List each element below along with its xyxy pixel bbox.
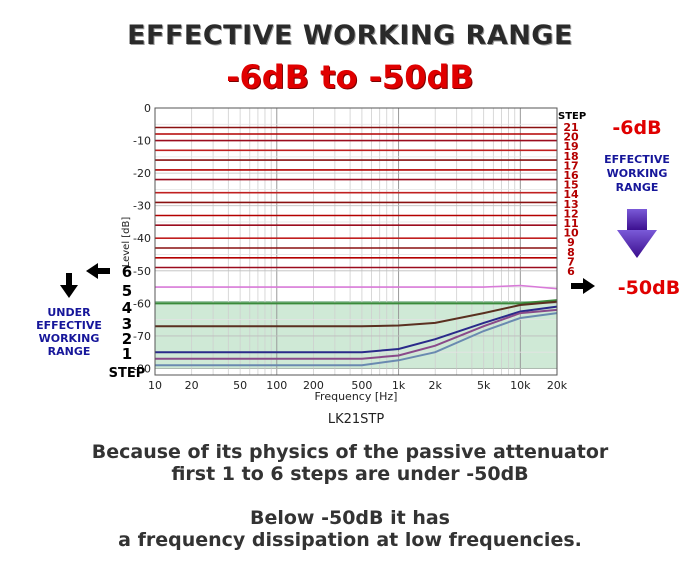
bottom-level-label: -50dB: [618, 277, 680, 299]
big-arrow-down-icon: [617, 209, 657, 258]
y-tick-label: -30: [133, 200, 151, 213]
caption-line-1: Because of its physics of the passive at…: [91, 441, 609, 463]
series-line-step-6: [155, 284, 558, 290]
data-series: [155, 126, 558, 367]
frequency-response-chart: 0 -10 -20 -30 -40 -50 -60 -70 -80 10 20 50 100 200 50…: [36, 102, 680, 427]
x-tick-label: 10k: [510, 379, 531, 392]
x-tick-label: 20: [185, 379, 199, 392]
x-ticks: 10 20 50 100 200 500 1k 2k 5k 10k 20k: [148, 379, 568, 392]
plot-frame: [154, 107, 558, 376]
series-line-step-2: [155, 308, 558, 360]
y-axis-label: Level [dB]: [121, 217, 132, 268]
step-label-20: 20: [563, 131, 579, 144]
x-tick-label: 20k: [547, 379, 568, 392]
effective-range-label-line3: RANGE: [616, 181, 659, 194]
under-effective-step-label-6: 6: [122, 263, 132, 281]
under-effective-step-label-4: 4: [122, 299, 132, 317]
caption-line-4: a frequency dissipation at low frequenci…: [118, 529, 582, 551]
y-tick-label: -50: [133, 265, 151, 278]
step-label-8: 8: [567, 246, 575, 259]
y-tick-label: -20: [133, 167, 151, 180]
step-label-17: 17: [563, 159, 578, 172]
step-label-18: 18: [563, 150, 578, 163]
step-heading-top: STEP: [558, 111, 586, 122]
x-axis-label: Frequency [Hz]: [315, 390, 398, 403]
step-label-9: 9: [567, 236, 575, 249]
step-heading-bottom: STEP: [109, 366, 146, 381]
step-label-10: 10: [563, 227, 579, 240]
y-tick-label: -40: [133, 232, 151, 245]
step-label-16: 16: [563, 169, 579, 182]
under-range-label-line4: RANGE: [48, 345, 91, 358]
y-tick-label: -60: [133, 297, 151, 310]
series-line-step-3: [155, 305, 558, 354]
step-label-21: 21: [563, 121, 578, 134]
y-tick-label: 0: [144, 102, 151, 115]
arrow-down-icon: [60, 273, 78, 298]
x-tick-label: 500: [351, 379, 372, 392]
step-label-7: 7: [567, 255, 575, 268]
under-effective-step-label-1: 1: [122, 345, 132, 363]
series-line-step-1: [155, 312, 558, 367]
step-label-12: 12: [563, 207, 578, 220]
page-title: EFFECTIVE WORKING RANGE: [127, 20, 573, 51]
step-label-6: 6: [567, 265, 575, 278]
under-range-label-line2: EFFECTIVE: [36, 319, 102, 332]
x-tick-label: 10: [148, 379, 162, 392]
y-tick-label: -80: [133, 362, 151, 375]
under-effective-step-label-3: 3: [122, 315, 132, 333]
step-label-13: 13: [563, 198, 578, 211]
under-range-label-line3: WORKING: [39, 332, 100, 345]
step-label-11: 11: [563, 217, 578, 230]
x-tick-label: 5k: [477, 379, 491, 392]
x-tick-label: 100: [266, 379, 287, 392]
y-tick-label: -70: [133, 330, 151, 343]
y-tick-label: -10: [133, 135, 151, 148]
series-line-step-4: [155, 300, 558, 328]
step-label-15: 15: [563, 179, 578, 192]
x-tick-label: 200: [303, 379, 324, 392]
x-tick-label: 50: [233, 379, 247, 392]
x-tick-label: 2k: [429, 379, 443, 392]
effective-range-label-line2: WORKING: [607, 167, 668, 180]
under-range-label-line1: UNDER: [47, 306, 91, 319]
top-level-label: -6dB: [612, 117, 661, 139]
x-tick-label: 1k: [392, 379, 406, 392]
step-label-14: 14: [563, 188, 579, 201]
caption-line-2: first 1 to 6 steps are under -50dB: [171, 463, 529, 485]
series-line-step-5: [155, 299, 558, 305]
effective-range-label-line1: EFFECTIVE: [604, 153, 670, 166]
arrow-left-icon: [86, 263, 110, 279]
step-label-19: 19: [563, 140, 578, 153]
under-effective-step-label-5: 5: [122, 282, 132, 300]
chart-title: LK21STP: [328, 412, 385, 427]
y-ticks: 0 -10 -20 -30 -40 -50 -60 -70 -80: [133, 102, 151, 375]
caption-line-3: Below -50dB it has: [250, 507, 450, 529]
arrow-right-icon: [571, 278, 595, 294]
under-effective-step-label-2: 2: [122, 330, 132, 348]
page-subtitle: -6dB to -50dB: [226, 58, 474, 96]
